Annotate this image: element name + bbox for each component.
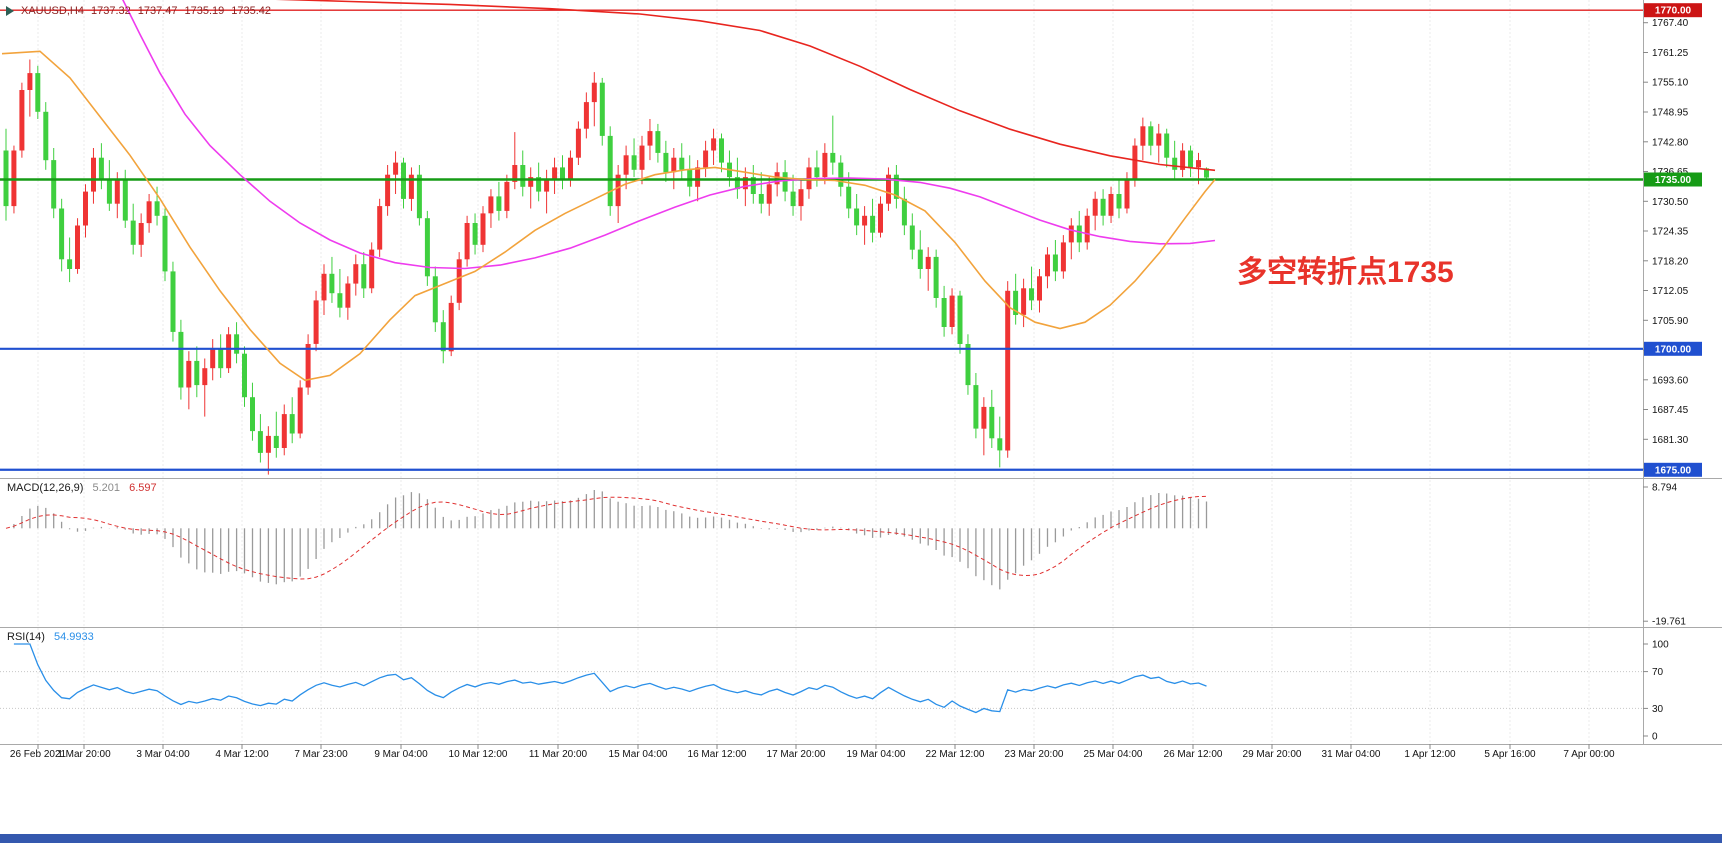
scale-label: 70 bbox=[1652, 667, 1664, 678]
scale-label: -19.761 bbox=[1652, 617, 1686, 628]
panel-separators bbox=[0, 0, 1722, 745]
macd-signal-line bbox=[5, 495, 1207, 580]
time-label: 31 Mar 04:00 bbox=[1322, 749, 1381, 760]
time-label: 7 Mar 23:00 bbox=[294, 749, 348, 760]
time-label: 4 Mar 12:00 bbox=[215, 749, 269, 760]
ohlc-low: 1735.19 bbox=[184, 5, 225, 17]
svg-text:1735.00: 1735.00 bbox=[1655, 175, 1692, 186]
scale-label: 0 bbox=[1652, 732, 1658, 743]
scale-label: 100 bbox=[1652, 640, 1669, 651]
time-label: 25 Mar 04:00 bbox=[1084, 749, 1143, 760]
time-label: 15 Mar 04:00 bbox=[609, 749, 668, 760]
macd-indicator-label: MACD(12,26,9) 5.201 6.597 bbox=[7, 482, 163, 494]
scale-label: 1742.80 bbox=[1652, 137, 1689, 148]
ma-slow-red bbox=[275, 0, 1216, 172]
time-label: 1 Mar 20:00 bbox=[57, 749, 111, 760]
price-badge-1700.00: 1700.00 bbox=[1644, 341, 1702, 356]
time-label: 23 Mar 20:00 bbox=[1005, 749, 1064, 760]
ma-mid-magenta bbox=[122, 0, 1216, 270]
time-label: 11 Mar 20:00 bbox=[529, 749, 588, 760]
rsi-label: RSI(14) bbox=[7, 631, 45, 643]
ma-fast-orange bbox=[1, 50, 1216, 382]
time-label: 19 Mar 04:00 bbox=[847, 749, 906, 760]
time-label: 26 Mar 12:00 bbox=[1164, 749, 1223, 760]
chart-symbol-icon bbox=[6, 6, 14, 16]
scale-label: 1761.25 bbox=[1652, 48, 1689, 59]
scale-label: 1712.05 bbox=[1652, 286, 1689, 297]
price-badge-1770.00: 1770.00 bbox=[1644, 3, 1702, 18]
time-label: 1 Apr 12:00 bbox=[1404, 749, 1456, 760]
macd-value-main: 5.201 bbox=[92, 482, 121, 494]
scale-label: 1718.20 bbox=[1652, 256, 1689, 267]
macd-value-signal: 6.597 bbox=[129, 482, 157, 494]
ohlc-close: 1735.42 bbox=[231, 5, 272, 17]
macd-panel bbox=[5, 490, 1208, 590]
scale-label: 1705.90 bbox=[1652, 316, 1689, 327]
price-badge-1735.00: 1735.00 bbox=[1644, 172, 1702, 187]
time-label: 7 Apr 00:00 bbox=[1563, 749, 1615, 760]
scale-label: 30 bbox=[1652, 704, 1664, 715]
scale-label: 1687.45 bbox=[1652, 405, 1689, 416]
scale-label: 1724.35 bbox=[1652, 227, 1689, 238]
scale-label: 1748.95 bbox=[1652, 108, 1689, 119]
chart-annotation-text[interactable]: 多空转折点1735 bbox=[1237, 256, 1454, 289]
scale-label: 1693.60 bbox=[1652, 375, 1689, 386]
time-label: 29 Mar 20:00 bbox=[1243, 749, 1302, 760]
grid-lines bbox=[37, 0, 1590, 744]
price-badge-1675.00: 1675.00 bbox=[1644, 462, 1702, 477]
svg-text:1700.00: 1700.00 bbox=[1655, 344, 1692, 355]
time-label: 26 Feb 2021 bbox=[10, 749, 67, 760]
time-label: 17 Mar 20:00 bbox=[767, 749, 826, 760]
svg-text:1770.00: 1770.00 bbox=[1655, 6, 1692, 17]
scale-label: 1730.50 bbox=[1652, 197, 1689, 208]
svg-text:1675.00: 1675.00 bbox=[1655, 465, 1692, 476]
ohlc-high: 1737.47 bbox=[137, 5, 178, 17]
time-label: 22 Mar 12:00 bbox=[926, 749, 985, 760]
time-label: 16 Mar 12:00 bbox=[688, 749, 747, 760]
rsi-value: 54.9933 bbox=[53, 631, 94, 643]
scale-label: 1767.40 bbox=[1652, 18, 1689, 29]
macd-label: MACD(12,26,9) bbox=[7, 482, 84, 494]
rsi-line bbox=[13, 643, 1207, 714]
scale-label: 8.794 bbox=[1652, 483, 1677, 494]
symbol-ohlc-header: XAUUSD,H4 1737.32 1737.47 1735.19 1735.4… bbox=[6, 5, 271, 17]
price-scale[interactable]: 1767.401761.251755.101748.951742.801736.… bbox=[1643, 3, 1702, 743]
time-label: 10 Mar 12:00 bbox=[449, 749, 508, 760]
scale-label: 1755.10 bbox=[1652, 78, 1689, 89]
scale-label: 1681.30 bbox=[1652, 435, 1689, 446]
time-label: 9 Mar 04:00 bbox=[374, 749, 428, 760]
symbol-timeframe: XAUUSD,H4 bbox=[21, 5, 84, 17]
price-panel[interactable] bbox=[0, 0, 1643, 475]
taskbar-strip[interactable] bbox=[0, 834, 1722, 843]
candles bbox=[3, 59, 1209, 475]
time-label: 5 Apr 16:00 bbox=[1484, 749, 1536, 760]
ohlc-open: 1737.32 bbox=[90, 5, 131, 17]
time-label: 3 Mar 04:00 bbox=[136, 749, 190, 760]
rsi-panel bbox=[0, 643, 1643, 714]
rsi-indicator-label: RSI(14) 54.9933 bbox=[7, 631, 100, 643]
